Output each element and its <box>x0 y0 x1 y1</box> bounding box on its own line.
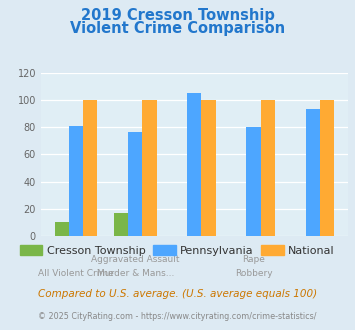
Bar <box>246 127 261 236</box>
Text: Rape: Rape <box>242 255 265 264</box>
Bar <box>55 222 69 236</box>
Bar <box>187 93 201 236</box>
Bar <box>114 213 128 236</box>
Legend: Cresson Township, Pennsylvania, National: Cresson Township, Pennsylvania, National <box>16 240 339 260</box>
Bar <box>201 100 215 236</box>
Bar <box>261 100 275 236</box>
Bar <box>142 100 157 236</box>
Bar <box>83 100 97 236</box>
Bar <box>69 126 83 236</box>
Text: © 2025 CityRating.com - https://www.cityrating.com/crime-statistics/: © 2025 CityRating.com - https://www.city… <box>38 312 317 321</box>
Text: Violent Crime Comparison: Violent Crime Comparison <box>70 21 285 36</box>
Bar <box>306 109 320 236</box>
Bar <box>320 100 334 236</box>
Text: Aggravated Assault: Aggravated Assault <box>91 255 180 264</box>
Text: Compared to U.S. average. (U.S. average equals 100): Compared to U.S. average. (U.S. average … <box>38 289 317 299</box>
Text: All Violent Crime: All Violent Crime <box>38 269 114 278</box>
Bar <box>128 132 142 236</box>
Text: 2019 Cresson Township: 2019 Cresson Township <box>81 8 274 23</box>
Text: Murder & Mans...: Murder & Mans... <box>97 269 174 278</box>
Text: Robbery: Robbery <box>235 269 272 278</box>
